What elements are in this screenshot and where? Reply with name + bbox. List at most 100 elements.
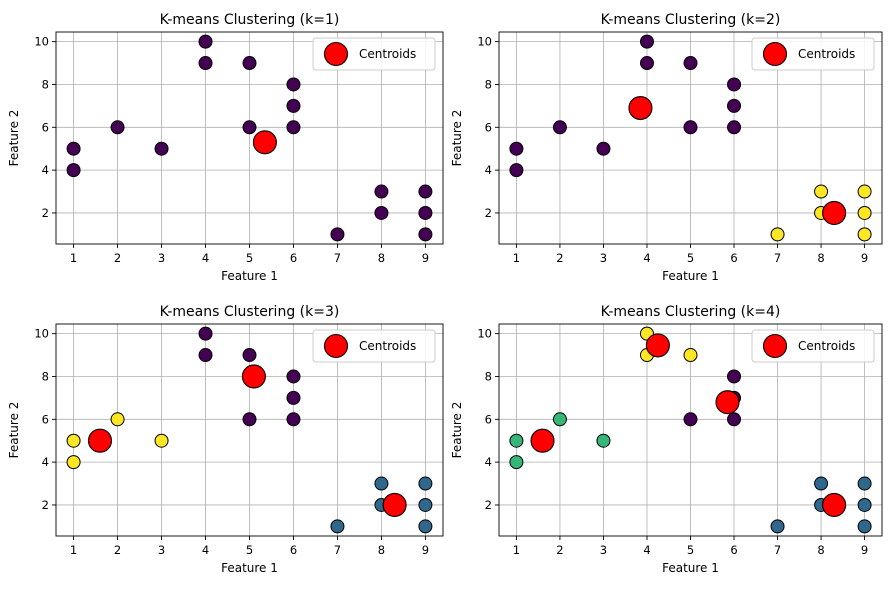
y-tick-label: 4 [485,163,492,177]
x-tick-label: 6 [290,251,297,265]
x-tick-label: 2 [556,251,563,265]
y-tick-label: 2 [485,498,492,512]
data-point [330,227,345,242]
x-tick-label: 9 [861,251,868,265]
subplot-k1: 1 2 3 4 5 6 7 8 9 2 4 6 8 10 K-means Clustering (k=1) F… [7,12,444,283]
data-point [286,120,301,135]
chart-title: K-means Clustering (k=2) [601,12,781,28]
data-point [814,476,829,491]
data-point [418,476,433,491]
y-axis-label: Feature 2 [450,402,464,459]
legend-centroid-marker [762,333,788,359]
x-tick-label: 2 [114,251,121,265]
data-point [286,77,301,92]
y-tick-label: 8 [485,77,492,91]
data-point [418,497,433,512]
data-point [639,34,654,49]
data-point [242,348,257,363]
x-axis-label: Feature 1 [221,561,278,575]
data-point [683,348,698,363]
data-point [374,476,389,491]
data-point [596,141,611,156]
y-tick-label: 4 [42,455,49,469]
y-tick-label: 6 [42,412,49,426]
x-tick-label: 6 [730,543,737,557]
data-point [727,369,742,384]
data-point [639,56,654,71]
data-point [509,455,524,470]
x-tick-label: 5 [246,543,253,557]
data-point [509,141,524,156]
data-point [683,56,698,71]
legend-centroid-marker [323,41,349,67]
x-tick-label: 3 [600,543,607,557]
subplot-k4: 1 2 3 4 5 6 7 8 9 2 4 6 8 10 K-means Clustering (k=4) F… [450,304,883,575]
data-point [727,412,742,427]
data-point [286,390,301,405]
data-point [683,120,698,135]
chart-title: K-means Clustering (k=1) [160,12,340,28]
data-point [509,163,524,178]
y-tick-label: 8 [42,77,49,91]
legend-centroid-marker [762,41,788,67]
data-point [66,163,81,178]
data-point [242,120,257,135]
centroid-marker [822,492,847,517]
centroid-marker [241,364,266,389]
data-point [110,412,125,427]
data-point [198,326,213,341]
data-point [110,120,125,135]
y-tick-label: 4 [42,163,49,177]
data-point [418,184,433,199]
data-point [286,412,301,427]
legend: Centroids [312,37,436,71]
data-point [242,56,257,71]
data-point [509,433,524,448]
data-point [552,412,567,427]
data-point [596,433,611,448]
x-tick-label: 4 [643,543,650,557]
y-axis-label: Feature 2 [7,402,21,459]
y-tick-label: 2 [485,206,492,220]
y-tick-label: 8 [42,369,49,383]
data-point [198,348,213,363]
centroid-marker [252,130,277,155]
data-point [857,519,872,534]
data-point [286,369,301,384]
data-point [857,184,872,199]
x-tick-label: 6 [290,543,297,557]
data-point [727,77,742,92]
data-point [552,120,567,135]
x-tick-label: 4 [202,251,209,265]
x-tick-label: 1 [70,251,77,265]
data-point [242,412,257,427]
y-tick-label: 10 [477,327,492,341]
x-tick-label: 4 [202,543,209,557]
subplot-k2: 1 2 3 4 5 6 7 8 9 2 4 6 8 10 K-means Clustering (k=2) F… [450,12,883,283]
x-axis-label: Feature 1 [662,561,719,575]
data-point [330,519,345,534]
y-tick-label: 10 [34,35,49,49]
data-point [857,497,872,512]
centroid-marker [645,333,670,358]
centroid-marker [87,428,113,453]
x-tick-label: 9 [861,543,868,557]
x-tick-label: 9 [422,251,429,265]
chart-title: K-means Clustering (k=4) [601,304,781,320]
data-point [418,227,433,242]
legend: Centroids [751,37,875,71]
centroid-marker [715,390,740,415]
y-tick-label: 2 [42,498,49,512]
data-point [286,98,301,113]
data-point [770,227,785,242]
x-tick-label: 8 [378,543,385,557]
y-axis-label: Feature 2 [7,110,21,167]
x-tick-label: 6 [730,251,737,265]
data-point [418,205,433,220]
data-point [683,412,698,427]
centroid-marker [530,428,555,453]
x-tick-label: 1 [513,251,520,265]
y-tick-label: 10 [477,35,492,49]
x-tick-label: 7 [334,251,341,265]
